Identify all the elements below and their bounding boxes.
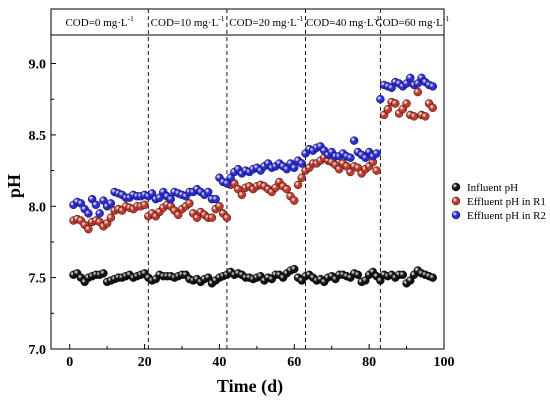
data-point-s1 bbox=[222, 213, 232, 222]
data-point-s2 bbox=[91, 200, 101, 210]
x-tick-label-4: 80 bbox=[362, 355, 376, 370]
data-point-s2 bbox=[349, 136, 359, 145]
data-point-s2 bbox=[166, 194, 175, 204]
data-point-s0 bbox=[428, 273, 437, 282]
data-point-s1 bbox=[421, 112, 430, 121]
data-point-s1 bbox=[293, 180, 303, 190]
data-point-s2 bbox=[372, 149, 381, 158]
x-tick-label-1: 20 bbox=[138, 355, 152, 370]
phase-label-2: COD=20 mg·L-1 bbox=[229, 14, 303, 29]
phase-label-4: COD=60 mg·L-1 bbox=[375, 14, 449, 29]
x-tick-label-3: 60 bbox=[287, 355, 301, 370]
data-point-s2 bbox=[211, 194, 220, 204]
legend-label-0: Influent pH bbox=[467, 182, 518, 194]
data-point-s0 bbox=[353, 270, 363, 279]
data-point-s1 bbox=[372, 166, 381, 175]
y-tick-label-2: 8.0 bbox=[29, 200, 47, 215]
legend-label-2: Effluent pH in R2 bbox=[467, 210, 546, 222]
phase-label-3: COD=40 mg·L-1 bbox=[306, 14, 380, 29]
legend: Influent pH Effluent pH in R1 Effluent pH … bbox=[451, 182, 546, 222]
data-point-s1 bbox=[185, 199, 194, 208]
data-point-s1 bbox=[409, 112, 419, 121]
data-point-s2 bbox=[290, 163, 299, 172]
data-point-s1 bbox=[282, 184, 291, 194]
x-tick-label-5: 100 bbox=[434, 355, 455, 370]
data-point-s0 bbox=[290, 264, 299, 274]
data-point-s2 bbox=[84, 209, 93, 218]
data-point-s1 bbox=[413, 87, 422, 97]
data-point-s1 bbox=[383, 105, 393, 114]
data-point-s1 bbox=[237, 190, 247, 200]
data-point-s2 bbox=[106, 199, 116, 208]
plot-frame bbox=[50, 8, 445, 350]
data-point-s1 bbox=[84, 224, 93, 234]
data-point-s1 bbox=[297, 173, 306, 182]
y-tick-label-3: 8.5 bbox=[29, 129, 47, 144]
data-point-s1 bbox=[106, 213, 116, 222]
x-axis-label: Time (d) bbox=[217, 376, 283, 397]
data-point-s2 bbox=[95, 209, 104, 218]
data-point-s0 bbox=[398, 270, 408, 279]
data-point-s1 bbox=[207, 213, 217, 222]
x-tick-label-2: 40 bbox=[212, 355, 226, 370]
y-tick-label-0: 7.0 bbox=[29, 343, 47, 358]
data-point-s1 bbox=[140, 200, 149, 210]
legend-marker-2 bbox=[451, 210, 461, 220]
phase-dividers bbox=[147, 9, 381, 349]
data-point-s1 bbox=[391, 99, 400, 108]
phase-label-1: COD=10 mg·L-1 bbox=[151, 14, 225, 29]
legend-label-1: Effluent pH in R1 bbox=[467, 196, 546, 208]
legend-marker-1 bbox=[451, 196, 461, 206]
data-point-s1 bbox=[428, 103, 437, 112]
x-tick-label-0: 0 bbox=[66, 355, 73, 370]
data-points bbox=[69, 73, 437, 288]
y-axis-label: pH bbox=[4, 174, 24, 198]
data-point-s2 bbox=[428, 82, 437, 91]
data-point-s2 bbox=[203, 187, 213, 197]
data-point-s2 bbox=[346, 153, 355, 162]
legend-marker-0 bbox=[451, 182, 461, 192]
data-point-s1 bbox=[215, 202, 224, 211]
data-point-s0 bbox=[99, 269, 108, 278]
data-point-s1 bbox=[290, 196, 299, 205]
phase-header: COD=0 mg·L-1 COD=10 mg·L-1 COD=20 mg·L-1 CO… bbox=[65, 14, 449, 29]
phase-label-0: COD=0 mg·L-1 bbox=[65, 14, 134, 29]
data-point-s2 bbox=[376, 95, 385, 104]
axes-ticks: 0 20 40 60 80 100 7.0 7.5 8.0 8.5 9.0 bbox=[29, 58, 455, 370]
data-point-s2 bbox=[297, 159, 306, 168]
y-tick-label-1: 7.5 bbox=[29, 272, 47, 287]
data-point-s2 bbox=[406, 73, 415, 83]
data-point-s1 bbox=[402, 99, 411, 108]
y-tick-label-4: 9.0 bbox=[29, 58, 47, 73]
